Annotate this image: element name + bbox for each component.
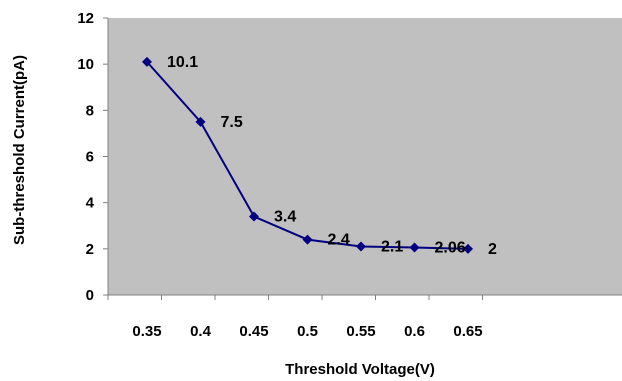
- plot-area: [108, 18, 622, 295]
- data-label: 2: [488, 241, 497, 258]
- x-tick-label: 0.4: [190, 323, 212, 340]
- x-tick-label: 0.5: [297, 323, 318, 340]
- data-label: 2.06: [435, 239, 466, 256]
- x-tick-label: 0.45: [239, 323, 268, 340]
- y-tick-label: 8: [86, 102, 94, 119]
- data-label: 3.4: [274, 209, 296, 226]
- y-axis-title: Sub-threshold Current(pA): [11, 55, 28, 245]
- data-point-marker: [142, 56, 152, 67]
- data-label: 7.5: [221, 114, 243, 131]
- y-tick-label: 12: [77, 10, 94, 27]
- x-axis-title: Threshold Voltage(V): [285, 361, 435, 378]
- data-point-marker: [463, 243, 473, 254]
- y-tick-label: 2: [86, 241, 94, 258]
- x-tick-label: 0.65: [453, 323, 482, 340]
- data-label: 2.4: [328, 232, 350, 249]
- data-point-marker: [302, 234, 313, 245]
- x-tick-label: 0.55: [346, 323, 375, 340]
- data-label: 2.1: [381, 239, 403, 256]
- y-tick-label: 0: [86, 287, 94, 304]
- data-label: 10.1: [167, 54, 198, 71]
- data-point-marker: [249, 211, 259, 222]
- y-tick-label: 10: [77, 56, 94, 73]
- x-tick-label: 0.6: [404, 323, 425, 340]
- y-tick-label: 6: [86, 149, 94, 166]
- data-point-marker: [195, 116, 206, 127]
- data-point-marker: [356, 241, 366, 252]
- data-point-marker: [409, 242, 420, 253]
- x-tick-label: 0.35: [132, 323, 161, 340]
- y-tick-label: 4: [86, 195, 95, 212]
